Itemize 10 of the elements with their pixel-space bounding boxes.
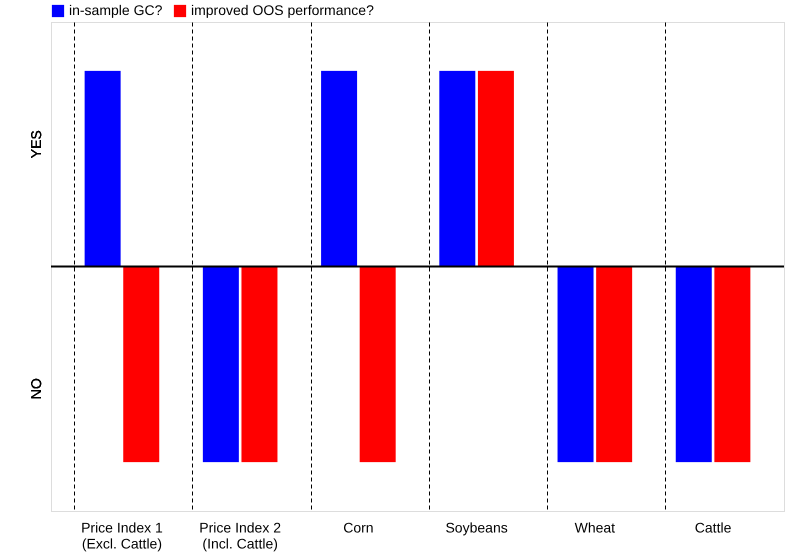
x-tick-label: Price Index 2 (Incl. Cattle) xyxy=(199,520,282,552)
x-tick-label: Wheat xyxy=(574,520,616,536)
text: YES xyxy=(28,130,44,158)
legend-label: in-sample GC? xyxy=(69,2,163,18)
x-tick-label: Corn xyxy=(343,520,374,536)
x-tick-label: Price Index 1 (Excl. Cattle) xyxy=(81,520,163,552)
text: NO xyxy=(28,378,44,400)
x-tick-label: Cattle xyxy=(694,520,732,536)
legend-label: improved OOS performance? xyxy=(191,2,374,18)
x-tick-label: Soybeans xyxy=(445,520,508,536)
